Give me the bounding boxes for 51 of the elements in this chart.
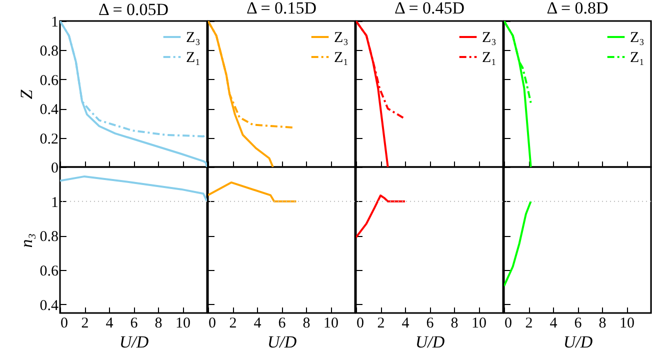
x-tick-label: 2	[229, 316, 237, 332]
x-tick-label: 6	[278, 316, 286, 332]
y-tick-label: 0.4	[40, 102, 59, 118]
x-tick-label: 4	[106, 316, 114, 332]
legend-label: Z₃	[186, 30, 200, 46]
y-axis-title: n₃	[16, 233, 36, 248]
legend-label: Z₁	[630, 50, 644, 66]
y-tick-label: 0.8	[40, 44, 58, 60]
legend-label: Z₁	[186, 50, 200, 66]
x-tick-label: 10	[176, 316, 190, 332]
x-tick-label: 10	[620, 316, 634, 332]
x-axis-title: U/D	[119, 332, 150, 352]
legend-label: Z₁	[482, 50, 496, 66]
x-axis-title: U/D	[267, 332, 298, 352]
x-tick-label: 6	[574, 316, 582, 332]
y-tick-label: 0.2	[40, 131, 58, 148]
legend-label: Z₃	[334, 30, 348, 46]
x-tick-label: 8	[598, 316, 606, 332]
y-tick-label: 0.6	[40, 264, 59, 280]
x-tick-label: 4	[550, 316, 558, 332]
chart-title: Δ = 0.45D	[394, 0, 465, 18]
chart-title: Δ = 0.15D	[246, 0, 317, 18]
x-tick-label: 10	[472, 316, 486, 332]
x-axis-title: U/D	[563, 332, 594, 352]
legend-label: Z₃	[630, 30, 644, 46]
x-tick-label: 6	[426, 316, 434, 332]
y-tick-label: 1	[51, 14, 58, 30]
x-tick-label: 0	[504, 316, 512, 332]
x-axis-title: U/D	[415, 332, 446, 352]
y-tick-label: 0	[51, 160, 58, 176]
x-tick-label: 0	[208, 316, 216, 332]
x-tick-label: 8	[154, 316, 162, 332]
x-tick-label: 2	[377, 316, 385, 332]
y-tick-label: 0.4	[40, 298, 59, 314]
x-tick-label: 6	[130, 316, 138, 332]
y-tick-label: 1	[51, 194, 58, 211]
x-tick-label: 8	[302, 316, 310, 332]
x-tick-label: 4	[254, 316, 262, 332]
x-tick-label: 4	[402, 316, 410, 332]
x-tick-label: 2	[81, 316, 89, 332]
y-tick-label: 0.6	[40, 72, 59, 89]
x-tick-label: 10	[324, 316, 338, 332]
chart-title: Δ = 0.05D	[98, 0, 169, 19]
x-tick-label: 8	[450, 316, 458, 332]
chart-title: Δ = 0.8D	[546, 0, 608, 18]
x-tick-label: 0	[356, 316, 364, 332]
x-tick-label: 2	[525, 316, 533, 332]
legend-label: Z₁	[334, 50, 348, 66]
y-axis-title: Z	[16, 89, 36, 100]
legend-label: Z₃	[482, 30, 496, 46]
y-tick-label: 0.8	[40, 229, 58, 246]
